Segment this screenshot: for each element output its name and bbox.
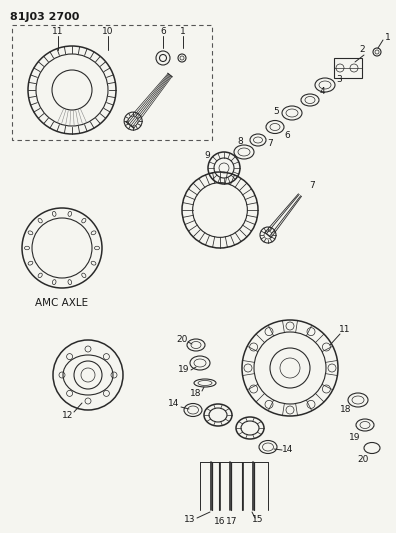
Text: 19: 19 bbox=[349, 432, 361, 441]
Text: 12: 12 bbox=[62, 410, 74, 419]
Text: 1: 1 bbox=[180, 28, 186, 36]
Text: 9: 9 bbox=[204, 150, 210, 159]
Bar bbox=[12, 25, 212, 140]
Text: 1: 1 bbox=[385, 34, 391, 43]
Text: 13: 13 bbox=[184, 515, 196, 524]
Bar bbox=[334, 58, 362, 78]
Text: 14: 14 bbox=[168, 400, 180, 408]
Text: 7: 7 bbox=[309, 181, 315, 190]
Text: AMC AXLE: AMC AXLE bbox=[35, 298, 89, 308]
Text: 17: 17 bbox=[226, 518, 238, 527]
Text: 10: 10 bbox=[102, 28, 114, 36]
Text: 6: 6 bbox=[284, 131, 290, 140]
Text: 16: 16 bbox=[214, 518, 226, 527]
Text: 11: 11 bbox=[52, 28, 64, 36]
Text: 81J03 2700: 81J03 2700 bbox=[10, 12, 79, 22]
Text: 14: 14 bbox=[282, 446, 294, 455]
Text: 5: 5 bbox=[273, 107, 279, 116]
Text: 11: 11 bbox=[339, 326, 351, 335]
Text: 15: 15 bbox=[252, 515, 264, 524]
Text: 19: 19 bbox=[178, 366, 190, 375]
Text: 18: 18 bbox=[190, 389, 202, 398]
Text: 2: 2 bbox=[359, 45, 365, 54]
Text: 6: 6 bbox=[160, 28, 166, 36]
Text: 20: 20 bbox=[357, 455, 369, 464]
Text: 20: 20 bbox=[176, 335, 188, 344]
Text: 8: 8 bbox=[237, 138, 243, 147]
Text: 4: 4 bbox=[319, 87, 325, 96]
Text: 3: 3 bbox=[336, 75, 342, 84]
Text: 18: 18 bbox=[340, 406, 352, 415]
Text: 7: 7 bbox=[267, 140, 273, 149]
